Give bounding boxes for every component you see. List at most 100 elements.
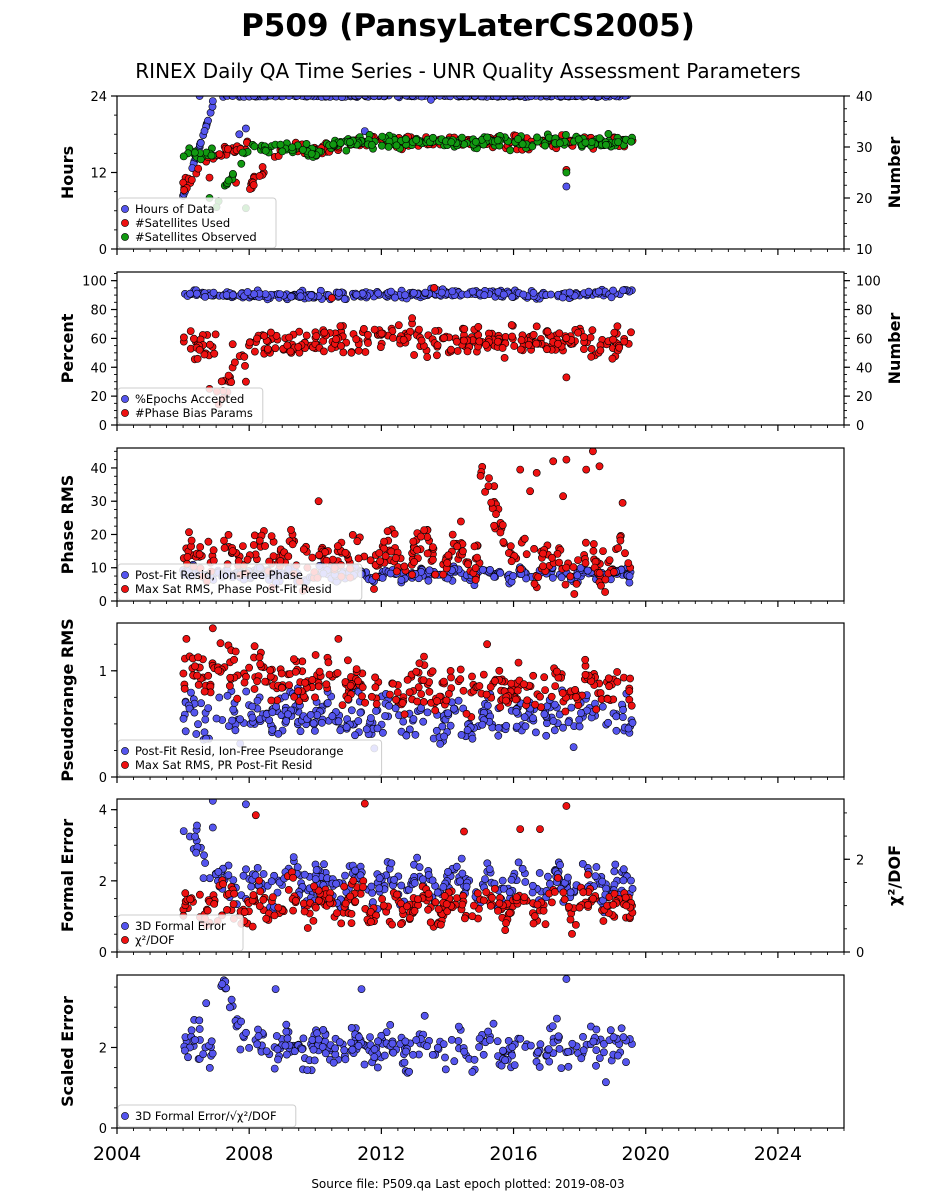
- data-point: [428, 543, 437, 551]
- data-point: [274, 1055, 282, 1064]
- data-point: [501, 926, 510, 934]
- data-point: [619, 286, 627, 295]
- data-point: [328, 712, 337, 721]
- legend-entry: #Satellites Observed: [135, 230, 257, 244]
- data-point: [539, 549, 547, 558]
- data-point: [224, 371, 233, 380]
- data-point: [288, 143, 297, 152]
- data-point: [187, 1026, 196, 1035]
- data-point: [579, 1046, 588, 1055]
- data-point: [592, 1046, 601, 1054]
- data-point: [370, 325, 379, 334]
- data-point: [493, 1037, 502, 1046]
- data-point: [459, 686, 468, 695]
- legend-marker: [121, 585, 129, 593]
- outlier-point: [516, 825, 525, 833]
- data-point: [342, 723, 351, 732]
- data-point: [371, 683, 380, 692]
- data-point: [299, 1034, 308, 1043]
- data-point: [548, 898, 556, 907]
- data-point: [605, 682, 613, 691]
- data-point: [272, 1032, 281, 1040]
- data-point: [483, 701, 492, 710]
- data-point: [251, 871, 260, 880]
- data-point: [187, 175, 196, 184]
- data-point: [385, 702, 393, 710]
- data-point: [376, 343, 385, 351]
- data-point: [248, 713, 257, 722]
- data-point: [398, 699, 407, 707]
- data-point: [496, 703, 505, 711]
- data-point: [352, 335, 361, 344]
- data-point: [450, 1057, 459, 1066]
- data-point: [262, 914, 271, 923]
- data-point: [596, 689, 605, 697]
- data-point: [200, 851, 208, 860]
- ytick-right-label: 100: [856, 275, 881, 290]
- data-point: [444, 551, 453, 560]
- ytick-label: 40: [90, 462, 107, 477]
- data-point: [253, 677, 261, 686]
- data-point: [454, 1037, 463, 1045]
- data-point: [479, 896, 488, 905]
- data-point: [271, 344, 280, 353]
- data-point: [210, 900, 219, 908]
- data-point: [370, 1053, 379, 1061]
- ylabel-right-hours: Number: [885, 137, 904, 209]
- data-point: [378, 132, 387, 141]
- data-point: [514, 658, 523, 667]
- data-point: [319, 1026, 328, 1034]
- data-point: [396, 920, 405, 928]
- outlier-point: [589, 448, 597, 456]
- data-point: [360, 1060, 369, 1069]
- data-point: [324, 658, 333, 667]
- data-point: [446, 721, 455, 730]
- chart-title: P509 (PansyLaterCS2005): [241, 8, 695, 44]
- data-point: [455, 96, 464, 100]
- legend-marker: [121, 936, 129, 944]
- data-point: [220, 536, 228, 545]
- data-point: [468, 734, 477, 743]
- data-point: [627, 876, 635, 885]
- data-point: [507, 679, 516, 688]
- data-point: [468, 912, 477, 921]
- data-point: [571, 686, 579, 694]
- data-point: [400, 1058, 409, 1067]
- ytick-label: 0: [99, 946, 107, 961]
- outlier-point: [208, 624, 217, 633]
- data-point: [539, 906, 548, 915]
- data-point: [414, 683, 423, 692]
- data-point: [580, 345, 588, 353]
- data-point: [253, 864, 262, 872]
- legend-marker: [121, 571, 129, 579]
- data-point: [217, 377, 226, 386]
- data-point: [532, 339, 541, 348]
- data-point: [322, 556, 331, 565]
- data-point: [410, 351, 418, 359]
- data-point: [340, 882, 348, 891]
- data-point: [609, 1033, 618, 1042]
- data-point: [193, 354, 202, 363]
- data-point: [274, 903, 283, 912]
- data-point: [473, 553, 481, 562]
- data-point: [195, 1016, 204, 1025]
- data-point: [452, 862, 461, 871]
- data-point: [179, 669, 188, 678]
- data-point: [282, 1027, 291, 1036]
- data-point: [409, 537, 418, 546]
- legend-pseudorange: Post-Fit Resid, Ion-Free PseudorangeMax …: [117, 739, 383, 777]
- data-point: [377, 329, 386, 338]
- legend-entry: #Satellites Used: [135, 216, 230, 230]
- data-point: [512, 893, 521, 902]
- ylabel-phase: Phase RMS: [58, 475, 77, 575]
- data-point: [514, 858, 523, 867]
- data-point: [479, 1050, 488, 1059]
- data-point: [201, 292, 209, 301]
- data-point: [575, 722, 584, 731]
- data-point: [520, 713, 529, 722]
- data-point: [417, 690, 426, 698]
- data-point: [209, 288, 218, 297]
- data-point: [587, 352, 596, 361]
- data-point: [187, 688, 195, 697]
- data-point: [469, 901, 478, 910]
